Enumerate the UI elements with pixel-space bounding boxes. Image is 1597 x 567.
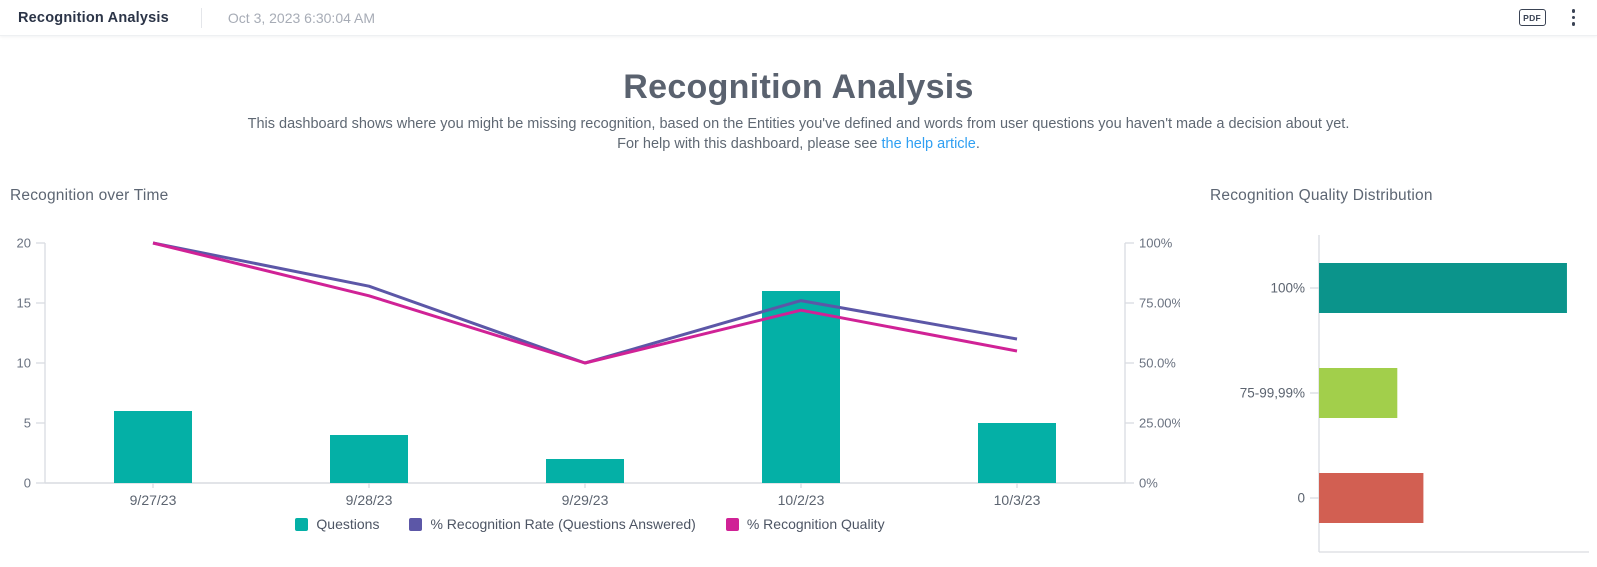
topbar-report-title: Recognition Analysis <box>18 9 169 26</box>
questions-bar-10/3/23[interactable] <box>978 423 1056 483</box>
page-title: Recognition Analysis <box>623 68 974 106</box>
description-line2-prefix: For help with this dashboard, please see <box>617 136 882 152</box>
left-tick-label: 10 <box>17 356 31 371</box>
distribution-bar-0[interactable] <box>1319 473 1424 523</box>
x-axis-label: 9/29/23 <box>562 492 609 508</box>
description-line1: This dashboard shows where you might be … <box>247 116 1350 132</box>
questions-bar-9/28/23[interactable] <box>330 435 408 483</box>
left-tick-label: 5 <box>24 416 31 431</box>
topbar-actions: PDF <box>1517 5 1581 30</box>
right-tick-label: 0% <box>1139 476 1158 491</box>
kebab-dot <box>1571 22 1575 26</box>
left-tick-label: 20 <box>17 236 31 251</box>
right-tick-label: 25.00% <box>1139 416 1180 431</box>
legend-label: % Recognition Rate (Questions Answered) <box>430 516 696 532</box>
description-line2-suffix: . <box>975 136 980 152</box>
recognition-over-time-chart: 20 15 10 5 0 100% 75.00% 50.0% 25.00% 0% 9/27/23 9/… <box>17 236 1180 509</box>
chart-legend: Questions % Recognition Rate (Questions A… <box>0 516 1180 532</box>
pdf-icon: PDF <box>1518 9 1546 27</box>
left-tick-label: 0 <box>24 476 31 491</box>
x-axis-label: 9/27/23 <box>130 492 177 508</box>
right-tick-label: 100% <box>1139 236 1173 251</box>
topbar: Recognition Analysis Oct 3, 2023 6:30:04… <box>0 0 1597 36</box>
line-series[interactable] <box>152 241 1018 365</box>
line-series[interactable] <box>152 241 1018 365</box>
kebab-dot <box>1571 9 1575 13</box>
category-label: 0 <box>1297 491 1305 506</box>
legend-swatch-icon <box>409 517 423 531</box>
legend-swatch-icon <box>295 517 309 531</box>
legend-item[interactable]: % Recognition Rate (Questions Answered) <box>409 516 696 532</box>
x-axis-label: 10/2/23 <box>778 492 825 508</box>
left-tick-label: 15 <box>17 296 31 311</box>
right-tick-label: 75.00% <box>1139 296 1180 311</box>
right-tick-label: 50.0% <box>1139 356 1176 371</box>
page-description: This dashboard shows where you might be … <box>0 114 1597 154</box>
legend-item[interactable]: % Recognition Quality <box>725 516 885 532</box>
export-pdf-button[interactable]: PDF <box>1517 7 1548 29</box>
legend-item[interactable]: Questions <box>295 516 379 532</box>
x-axis-label: 10/3/23 <box>994 492 1041 508</box>
category-label: 75-99,99% <box>1240 386 1305 401</box>
chart-title-recognition-over-time: Recognition over Time <box>10 187 169 204</box>
legend-label: % Recognition Quality <box>746 516 885 532</box>
legend-label: Questions <box>316 516 380 532</box>
x-axis-label: 9/28/23 <box>346 492 393 508</box>
distribution-bar-75-99,99%[interactable] <box>1319 368 1398 418</box>
questions-bar-10/2/23[interactable] <box>762 291 840 483</box>
report-timestamp: Oct 3, 2023 6:30:04 AM <box>227 9 376 26</box>
legend-swatch-icon <box>725 517 739 531</box>
distribution-bar-100%[interactable] <box>1319 263 1567 313</box>
kebab-menu-button[interactable] <box>1566 5 1582 30</box>
help-article-link[interactable]: the help article <box>881 136 976 152</box>
kebab-dot <box>1571 15 1575 20</box>
topbar-divider <box>200 7 202 28</box>
chart-title-quality-distribution: Recognition Quality Distribution <box>1210 187 1433 204</box>
questions-bar-9/27/23[interactable] <box>114 411 192 483</box>
category-label: 100% <box>1270 281 1305 296</box>
quality-distribution-chart: 100% 75-99,99% 0 <box>1240 235 1589 553</box>
questions-bar-9/29/23[interactable] <box>546 459 624 483</box>
